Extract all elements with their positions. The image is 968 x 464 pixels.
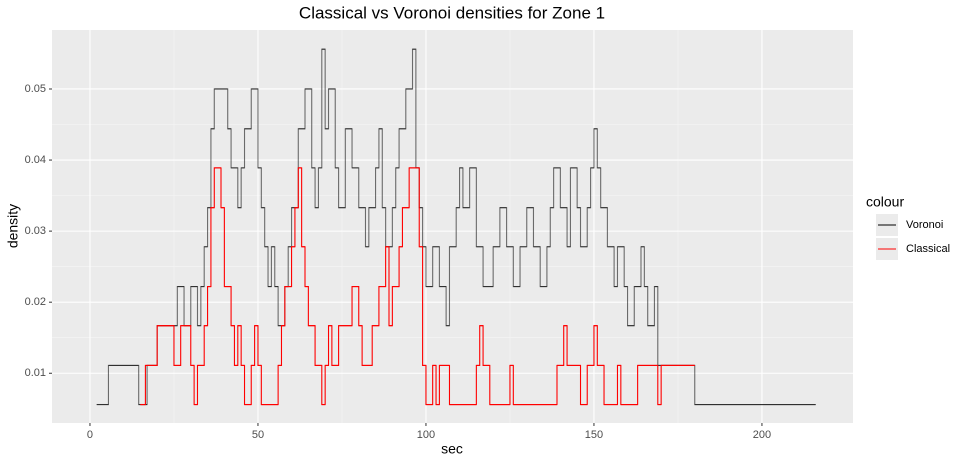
- y-tick-label: 0.02: [25, 296, 46, 308]
- x-tick-label: 50: [252, 429, 264, 441]
- chart-title: Classical vs Voronoi densities for Zone …: [299, 3, 605, 22]
- legend-label: Classical: [906, 243, 950, 255]
- y-tick-label: 0.05: [25, 83, 46, 95]
- x-tick-label: 150: [585, 429, 603, 441]
- panel: [52, 30, 853, 423]
- legend-title: colour: [866, 194, 904, 210]
- x-tick-label: 200: [753, 429, 771, 441]
- legend-label: Voronoi: [906, 219, 943, 231]
- x-tick-label: 0: [87, 429, 93, 441]
- y-tick-label: 0.04: [25, 154, 46, 166]
- y-axis-title: density: [5, 204, 21, 248]
- x-tick-label: 100: [417, 429, 435, 441]
- y-tick-label: 0.03: [25, 225, 46, 237]
- x-axis-title: sec: [441, 441, 463, 457]
- y-tick-label: 0.01: [25, 367, 46, 379]
